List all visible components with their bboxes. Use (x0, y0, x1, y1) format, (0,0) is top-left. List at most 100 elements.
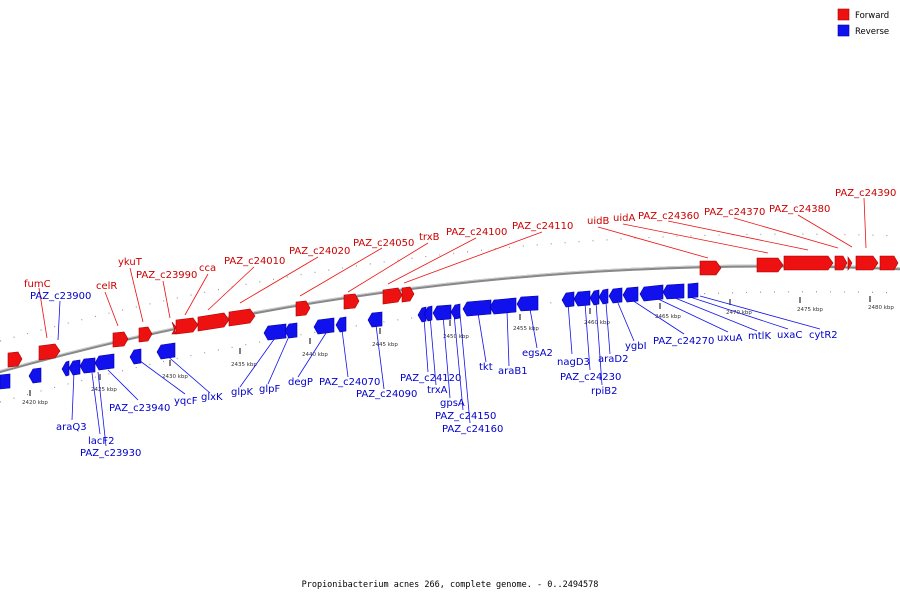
gene-label-reverse: araB1 (498, 366, 528, 377)
gene-arrow-reverse (423, 305, 433, 322)
gene-label-reverse: nagD3 (557, 357, 590, 368)
gene-label-reverse: PAZ_c24070 (319, 377, 380, 388)
gene-arrow-reverse (662, 283, 685, 300)
tick: 2425 kbp (91, 374, 117, 393)
gene-label-forward: uidB (587, 216, 609, 227)
tick-label: 2440 kbp (302, 352, 328, 358)
gene-arrow-reverse (639, 284, 664, 302)
gene-arrow-reverse (367, 311, 383, 328)
gene-label-reverse: egsA2 (522, 348, 553, 359)
gene-label-forward: PAZ_c24050 (353, 238, 414, 249)
gene-label-reverse: lacF2 (88, 436, 115, 447)
gene-label-reverse: araD2 (598, 354, 628, 365)
tick: 2420 kbp (22, 390, 48, 406)
gene-label-reverse: mtlK (748, 331, 771, 342)
reverse-gene-labels: PAZ_c23900 araQ3 lacF2 PAZ_c23930 PAZ_c2… (30, 291, 838, 459)
gene-arrow-reverse (28, 367, 42, 384)
gene-arrow-reverse (489, 297, 517, 315)
gene-label-forward: trxB (419, 232, 440, 243)
tick-label: 2455 kbp (513, 326, 539, 332)
gene-arrow-forward (382, 287, 403, 305)
gene-arrow-reverse (589, 289, 600, 306)
gene-label-forward: celR (96, 281, 117, 292)
gene-arrow-forward (783, 255, 834, 271)
tick: 2475 kbp (797, 297, 823, 313)
tick-label: 2430 kbp (162, 374, 188, 380)
gene-label-forward: PAZ_c24370 (704, 207, 765, 218)
gene-arrow-forward (847, 256, 853, 272)
gene-arrow-forward (401, 286, 415, 303)
gene-label-reverse: glxK (201, 392, 223, 403)
tick: 2480 kbp (868, 296, 894, 311)
forward-genes (7, 255, 899, 368)
tick: 2430 kbp (162, 360, 188, 380)
forward-gene-labels: fumC celR ykuT PAZ_c23990 cca PAZ_c24010… (24, 188, 896, 292)
genome-caption: Propionibacterium acnes 266, complete ge… (302, 580, 599, 590)
tick-label: 2445 kbp (372, 342, 398, 348)
gene-arrow-reverse (462, 299, 492, 317)
gene-label-reverse: araQ3 (56, 422, 87, 433)
gene-arrow-forward (38, 343, 61, 361)
label-leaders (38, 197, 867, 447)
gene-arrow-forward (855, 255, 879, 271)
gene-label-forward: PAZ_c24380 (769, 204, 830, 215)
legend-forward-label: Forward (855, 11, 889, 21)
gene-arrow-reverse (129, 348, 142, 365)
gene-label-forward: ykuT (118, 257, 143, 268)
gene-arrow-forward (834, 255, 848, 271)
gene-arrow-reverse (417, 306, 427, 323)
gene-label-reverse: PAZ_c23900 (30, 291, 91, 302)
tick: 2445 kbp (372, 328, 398, 348)
gene-arrow-reverse (79, 357, 96, 374)
gene-label-reverse: cytR2 (809, 330, 838, 341)
gene-label-reverse: tkt (479, 362, 493, 373)
gene-arrow-reverse (335, 316, 347, 333)
gene-arrow-reverse (284, 322, 298, 339)
gene-arrow-forward (343, 293, 360, 310)
gene-label-forward: PAZ_c24110 (512, 221, 573, 232)
gene-arrow-reverse (0, 373, 11, 390)
gene-label-reverse: PAZ_c24160 (442, 424, 503, 435)
reverse-genes (0, 282, 699, 390)
tick-label: 2480 kbp (868, 305, 894, 311)
gene-label-forward: PAZ_c24360 (638, 211, 699, 222)
gene-arrow-forward (879, 255, 899, 271)
gene-arrow-reverse (687, 282, 699, 299)
gene-arrow-reverse (432, 304, 452, 321)
gene-label-reverse: PAZ_c24120 (400, 373, 461, 384)
gene-arrow-reverse (573, 290, 591, 307)
gene-label-reverse: rpiB2 (591, 386, 617, 397)
gene-arrow-forward (171, 321, 177, 335)
legend-forward-swatch (837, 8, 850, 21)
gene-arrow-reverse (68, 359, 81, 376)
gene-label-reverse: PAZ_c23930 (80, 448, 141, 459)
gene-arrow-reverse (622, 286, 639, 303)
gene-arrow-reverse (156, 342, 176, 360)
tick-label: 2475 kbp (797, 307, 823, 313)
gene-arrow-forward (175, 317, 199, 335)
gene-arrow-forward (699, 260, 722, 276)
gene-arrow-reverse (263, 323, 287, 341)
gene-arrow-reverse (313, 317, 335, 335)
gene-label-reverse: uxaC (777, 330, 802, 341)
gene-label-forward: cca (199, 263, 216, 274)
tick: 2465 kbp (655, 303, 681, 320)
tick-label: 2425 kbp (91, 387, 117, 393)
gene-label-reverse: ygbI (625, 341, 647, 352)
gene-label-reverse: gpsA (440, 398, 465, 409)
gene-label-reverse: PAZ_c24090 (356, 389, 417, 400)
gene-arrow-reverse (94, 353, 115, 371)
gene-label-reverse: trxA (427, 385, 448, 396)
gene-label-reverse: PAZ_c24230 (560, 372, 621, 383)
gene-label-forward: PAZ_c24010 (224, 256, 285, 267)
legend: Forward Reverse (837, 8, 889, 37)
gene-arrow-reverse (61, 360, 70, 377)
tick: 2435 kbp (231, 348, 257, 368)
gene-label-forward: uidA (613, 213, 635, 224)
gene-arrow-forward (295, 300, 311, 317)
gene-arrow-forward (138, 326, 153, 343)
gene-arrow-forward (228, 308, 256, 327)
gene-label-forward: PAZ_c24390 (835, 188, 896, 199)
gene-label-forward: PAZ_c24020 (289, 246, 350, 257)
